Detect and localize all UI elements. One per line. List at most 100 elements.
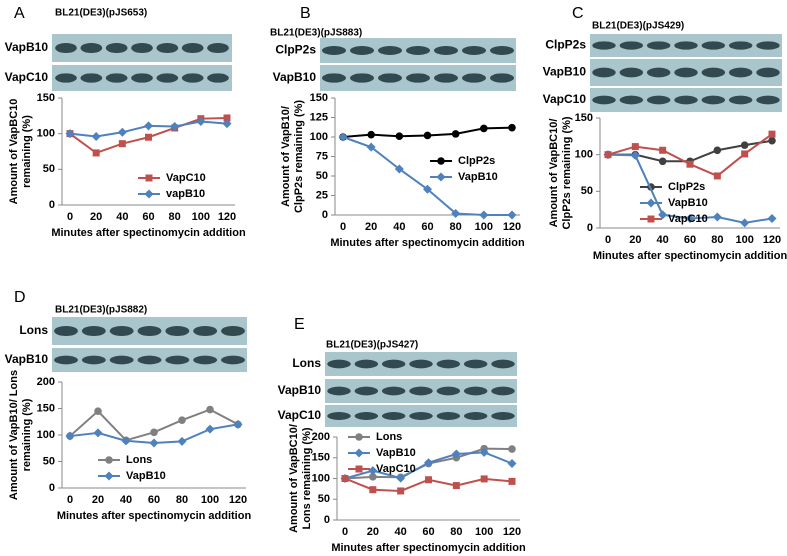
y-axis-title-line: Amount of VapBC10/ (288, 424, 300, 533)
marker (630, 150, 640, 160)
blot-band (156, 42, 179, 54)
blot-band (701, 41, 726, 50)
marker (341, 475, 349, 482)
blot-band (322, 73, 346, 83)
blot-band (406, 73, 430, 83)
blot-band (434, 46, 458, 55)
blot-band (207, 42, 229, 54)
blot-band (674, 41, 698, 50)
marker (354, 448, 364, 458)
blot-band (701, 67, 726, 78)
marker (396, 473, 406, 483)
marker (93, 428, 103, 438)
marker (395, 132, 404, 141)
x-tick-label: 40 (120, 494, 132, 506)
x-tick-label: 20 (365, 221, 377, 233)
legend-label: ClpP2s (458, 155, 495, 167)
blot-band (165, 355, 190, 365)
marker (741, 150, 749, 158)
marker (368, 466, 378, 476)
marker (423, 184, 432, 194)
legend-label: VapB10 (126, 470, 166, 482)
marker (177, 436, 187, 446)
marker (91, 132, 101, 142)
blot-band (381, 386, 406, 396)
y-axis-title-line: Amount of VapB10/ (280, 106, 292, 207)
strain-label: BL21(DE3)(pJS883) (270, 28, 362, 39)
blot-band (462, 46, 486, 55)
blot-label: VapB10 (5, 40, 49, 54)
x-tick-label: 80 (450, 221, 462, 233)
marker (369, 473, 377, 481)
blot-label: ClpP2s (275, 43, 316, 57)
x-axis-title: Minutes after spectinomycin addition (330, 237, 525, 249)
x-tick-label: 20 (367, 526, 379, 538)
x-axis-title: Minutes after spectinomycin addition (57, 510, 252, 522)
legend-label: VapC10 (376, 463, 416, 475)
blot-band (409, 412, 433, 420)
y-tick-label: 50 (318, 493, 330, 505)
blot-band (409, 359, 433, 369)
blot-band (80, 42, 103, 54)
marker (196, 117, 206, 127)
x-tick-label: 0 (342, 526, 348, 538)
marker (355, 433, 363, 441)
x-axis-title: Minutes after spectinomycin addition (51, 227, 246, 239)
blot-band (728, 41, 753, 50)
marker (338, 132, 348, 142)
y-tick-label: 100 (575, 149, 593, 161)
x-tick-label: 80 (176, 494, 188, 506)
x-tick-label: 60 (142, 211, 154, 223)
marker (94, 407, 102, 415)
blot-band (354, 412, 379, 420)
x-tick-label: 120 (763, 234, 781, 246)
blot-band (137, 355, 162, 365)
marker (437, 157, 445, 165)
blot-band (619, 95, 644, 105)
blot-band (463, 386, 488, 396)
x-tick-label: 80 (169, 211, 181, 223)
marker (647, 215, 655, 223)
y-tick-label: 200 (312, 431, 330, 443)
panel-letter: B (300, 5, 311, 22)
marker (118, 140, 126, 148)
strain-label: BL21(DE3)(pJS427) (326, 340, 418, 351)
blot-band (409, 386, 433, 396)
blot-band (436, 412, 461, 420)
marker (65, 431, 75, 441)
y-tick-label: 75 (316, 150, 328, 162)
marker (740, 218, 750, 228)
x-tick-label: 120 (503, 221, 521, 233)
x-tick-label: 60 (684, 234, 696, 246)
blot-band (193, 325, 218, 337)
y-tick-label: 50 (316, 170, 328, 182)
legend-label: ClpP2s (668, 181, 705, 193)
x-tick-label: 0 (340, 221, 346, 233)
y-tick-label: 100 (37, 429, 55, 441)
blot-band (105, 73, 128, 83)
marker (355, 465, 363, 473)
strain-label: BL21(DE3)(pJS882) (55, 305, 147, 316)
blot-band (381, 412, 406, 420)
marker (233, 419, 243, 429)
blot-band (674, 95, 698, 105)
marker (117, 127, 127, 137)
blot-band (463, 412, 488, 420)
blot-band (221, 325, 245, 337)
blot-label: Lons (292, 356, 321, 370)
blot-label: VapC10 (278, 408, 322, 422)
y-tick-label: 0 (587, 222, 593, 234)
marker (394, 164, 404, 174)
legend-label: VapB10 (668, 197, 708, 209)
blot-band (728, 95, 753, 105)
blot-band (378, 46, 402, 55)
marker (369, 486, 377, 494)
blot-band (756, 67, 780, 78)
x-tick-label: 0 (67, 494, 73, 506)
marker (397, 487, 405, 495)
marker (479, 210, 489, 220)
x-tick-label: 40 (395, 526, 407, 538)
y-tick-label: 150 (310, 92, 328, 104)
y-axis-title-line: ClpP2s remaining (%) (293, 100, 305, 213)
blot-band (406, 46, 430, 55)
